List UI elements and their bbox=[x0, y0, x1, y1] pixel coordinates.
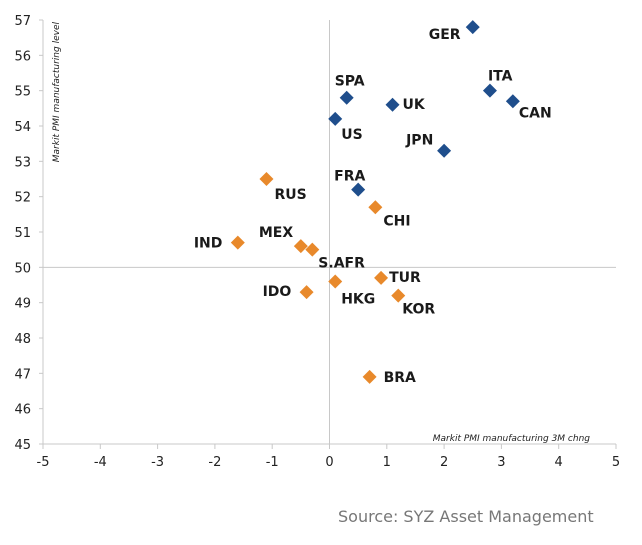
point-mex-label: MEX bbox=[259, 225, 293, 241]
point-ita-label: ITA bbox=[488, 69, 513, 85]
y-tick-label: 55 bbox=[14, 85, 31, 100]
point-jpn-marker bbox=[437, 143, 452, 158]
point-jpn-label: JPN bbox=[405, 133, 433, 149]
y-axis-title: Markit PMI manufacturing level bbox=[52, 22, 62, 163]
point-spa-label: SPA bbox=[335, 74, 365, 90]
point-safr-label: S.AFR bbox=[318, 256, 365, 272]
point-ita-marker bbox=[482, 83, 497, 98]
y-tick-label: 48 bbox=[14, 332, 31, 347]
x-tick-label: -5 bbox=[37, 455, 50, 470]
data-points-layer bbox=[230, 20, 520, 384]
point-ger-label: GER bbox=[429, 27, 461, 43]
x-tick-label: -3 bbox=[151, 455, 164, 470]
point-us-label: US bbox=[341, 127, 362, 143]
point-rus-marker bbox=[259, 172, 274, 186]
point-fra-label: FRA bbox=[334, 169, 365, 185]
y-tick-label: 45 bbox=[14, 438, 31, 453]
point-chi-label: CHI bbox=[383, 213, 410, 229]
y-tick-label: 52 bbox=[14, 191, 31, 206]
point-tur-label: TUR bbox=[389, 270, 421, 286]
point-rus-label: RUS bbox=[274, 187, 306, 203]
point-bra-marker bbox=[362, 369, 377, 384]
point-kor-label: KOR bbox=[402, 302, 435, 318]
x-tick-label: 2 bbox=[440, 455, 448, 470]
point-can-label: CAN bbox=[519, 105, 552, 121]
axes-layer bbox=[42, 20, 616, 445]
x-tick-label: 4 bbox=[555, 455, 563, 470]
x-tick-label: -2 bbox=[208, 455, 221, 470]
point-labels-layer: GER ITA CAN SPA UK US JPN FRA RUS CHI IND MEX S.AFR T… bbox=[194, 27, 552, 386]
point-bra-label: BRA bbox=[384, 370, 416, 386]
point-ido-marker bbox=[299, 285, 314, 300]
source-note: Source: SYZ Asset Management bbox=[338, 507, 594, 526]
x-tick-label: 3 bbox=[497, 455, 505, 470]
y-tick-label: 54 bbox=[14, 120, 31, 135]
point-ind-label: IND bbox=[194, 236, 223, 252]
point-ind-marker bbox=[230, 235, 245, 250]
x-tick-label: 1 bbox=[383, 455, 391, 470]
point-ger-marker bbox=[465, 20, 480, 35]
x-tick-label: -4 bbox=[94, 455, 107, 470]
point-ido-label: IDO bbox=[263, 284, 292, 300]
point-uk-label: UK bbox=[403, 97, 426, 113]
point-fra-marker bbox=[351, 182, 366, 197]
y-tick-label: 49 bbox=[14, 297, 31, 312]
y-tick-label: 57 bbox=[14, 14, 31, 29]
point-us-marker bbox=[328, 111, 343, 126]
tick-labels-layer: -5 -4 -3 -2 -1 0 1 2 3 4 5454647484950515253545556… bbox=[14, 14, 620, 470]
point-chi-marker bbox=[368, 200, 383, 215]
point-hkg-marker bbox=[328, 274, 343, 289]
x-tick-label: -1 bbox=[266, 455, 279, 470]
y-tick-label: 56 bbox=[14, 49, 31, 64]
y-tick-label: 50 bbox=[14, 261, 31, 276]
point-mex-marker bbox=[293, 239, 308, 254]
y-tick-label: 53 bbox=[14, 155, 31, 170]
y-tick-label: 46 bbox=[14, 403, 31, 418]
y-tick-label: 47 bbox=[14, 367, 31, 382]
point-tur-marker bbox=[374, 270, 389, 285]
x-axis-title: Markit PMI manufacturing 3M chng bbox=[433, 434, 591, 444]
x-tick-label: 0 bbox=[325, 455, 333, 470]
point-kor-marker bbox=[391, 288, 406, 303]
point-hkg-label: HKG bbox=[341, 291, 375, 307]
point-safr-marker bbox=[305, 242, 320, 257]
point-uk-marker bbox=[385, 97, 400, 112]
y-tick-label: 51 bbox=[14, 226, 31, 241]
point-can-marker bbox=[505, 94, 520, 109]
point-spa-marker bbox=[339, 90, 354, 105]
x-tick-label: 5 bbox=[612, 455, 620, 470]
